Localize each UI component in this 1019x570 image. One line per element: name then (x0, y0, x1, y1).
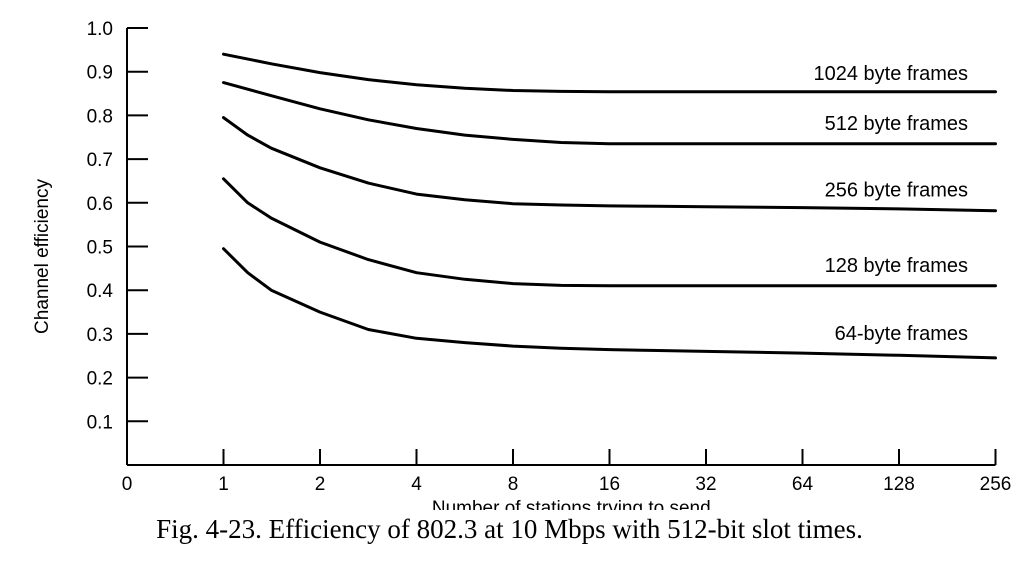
y-axis-title: Channel efficiency (32, 179, 53, 334)
chart-axes (126, 28, 996, 466)
x-tick-label: 128 (883, 474, 915, 495)
series-label: 128 byte frames (825, 255, 968, 277)
y-tick-label: 0.7 (87, 150, 113, 171)
series-lines (222, 52, 997, 360)
series-label: 512 byte frames (825, 113, 968, 135)
series-label: 256 byte frames (825, 180, 968, 202)
series-line (222, 116, 997, 213)
y-tick-label: 0.4 (87, 281, 114, 302)
figure-caption: Fig. 4-23. Efficiency of 802.3 at 10 Mbp… (156, 514, 863, 544)
y-tick-label: 1.0 (87, 19, 113, 40)
x-tick-label: 1 (218, 474, 229, 495)
y-tick-label: 0.2 (87, 369, 113, 390)
y-axis-ticks: 0.1 0.2 0.3 0.4 0.5 0.6 0.7 0.8 0.9 1.0 (87, 19, 148, 433)
series-line (222, 52, 997, 94)
x-tick-label: 256 (980, 474, 1012, 495)
x-tick-label: 64 (792, 474, 814, 495)
efficiency-chart: 0.1 0.2 0.3 0.4 0.5 0.6 0.7 0.8 0.9 1.0 0 1 2 4 8 16 32… (32, 19, 1012, 510)
series-label: 64-byte frames (835, 323, 968, 345)
x-tick-label: 2 (315, 474, 326, 495)
x-tick-label: 0 (122, 474, 133, 495)
x-axis-title: Number of stations trying to send (432, 498, 711, 510)
x-tick-label: 16 (599, 474, 620, 495)
y-tick-label: 0.6 (87, 194, 113, 215)
x-tick-label: 4 (411, 474, 422, 495)
x-tick-label: 8 (508, 474, 519, 495)
x-tick-label: 32 (695, 474, 716, 495)
x-axis-ticks: 0 1 2 4 8 16 32 64 128 256 (122, 449, 1012, 495)
series-line (222, 247, 997, 360)
y-tick-label: 0.9 (87, 63, 113, 84)
y-tick-label: 0.3 (87, 325, 113, 346)
series-line (222, 177, 997, 288)
y-tick-label: 0.8 (87, 106, 113, 127)
series-line (222, 81, 997, 146)
series-labels: 1024 byte frames 512 byte frames 256 byte … (813, 63, 968, 345)
y-tick-label: 0.5 (87, 238, 113, 259)
series-label: 1024 byte frames (813, 63, 968, 85)
y-tick-label: 0.1 (87, 412, 113, 433)
